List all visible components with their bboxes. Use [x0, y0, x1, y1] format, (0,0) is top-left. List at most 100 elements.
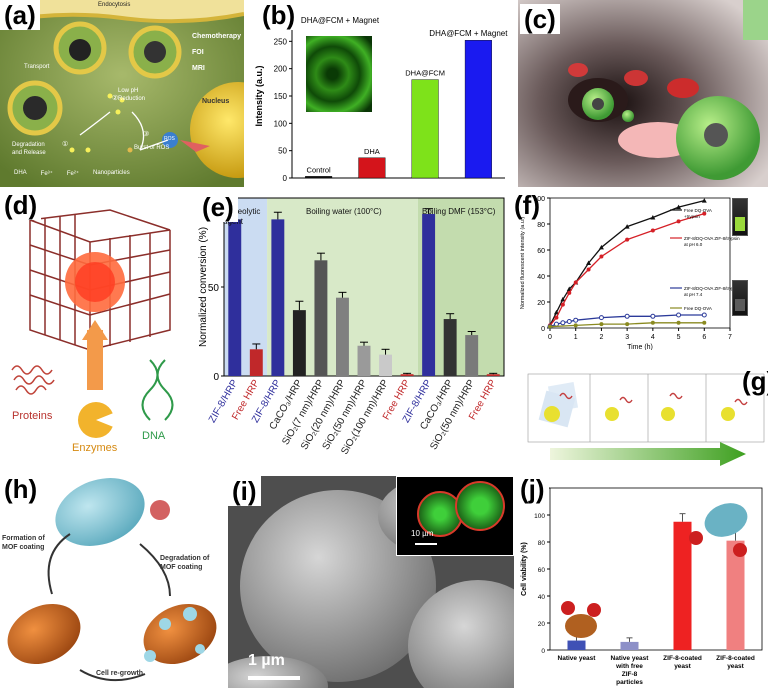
data-point — [624, 224, 630, 229]
x-tick-label: 7 — [728, 334, 732, 341]
chart-f: 0 1 2 3 4 5 6 7 0 20 40 60 80 100 Time (h) Normalized f… — [520, 196, 740, 350]
y-tick-label: 50 — [278, 147, 287, 156]
y-tick-label: 0 — [541, 648, 545, 655]
data-point — [560, 302, 565, 307]
y-tick-label: 40 — [538, 594, 546, 601]
data-point — [567, 290, 572, 295]
x-tick-label: ZIF-8 — [622, 671, 638, 678]
chemotherapy-label: Chemotherapy — [192, 33, 242, 40]
label-h: (h) — [0, 474, 42, 504]
x-tick-label: with free — [615, 663, 643, 670]
y-tick-label: 80 — [538, 540, 546, 547]
y-tick-label: 80 — [537, 222, 545, 229]
bar-label: Control — [307, 165, 332, 174]
panel-c-illustration — [518, 0, 768, 187]
formation-label: Formation of MOF coating — [2, 535, 45, 551]
fluorescence-inset: 10 µm — [396, 476, 514, 556]
label-a: (a) — [0, 0, 40, 30]
panel-b-inset — [306, 36, 372, 112]
y-tick-label: 0 — [213, 372, 219, 383]
data-point — [548, 324, 552, 329]
vial-1 — [732, 198, 748, 236]
reduction-label: Reduction — [118, 96, 146, 102]
y-tick-label: 60 — [538, 567, 546, 574]
label-j: (j) — [516, 474, 549, 504]
bar — [465, 335, 479, 376]
legend-fe2: Fe²⁺ — [66, 171, 80, 177]
degradation-label: Degradation — [12, 142, 45, 148]
inset-label: DHA@FCM + Magnet — [300, 16, 380, 25]
bar — [358, 157, 386, 179]
y-axis-label: Normalized conversion (%) — [198, 227, 209, 347]
y-tick-label: 150 — [274, 92, 288, 101]
data-point — [625, 322, 630, 327]
panel-i: 10 µm 1 µm (i) — [228, 476, 514, 688]
data-point — [701, 198, 707, 203]
step2-label: ② — [112, 95, 119, 102]
panel-g: (g) — [520, 366, 768, 474]
label-d: (d) — [0, 190, 42, 220]
label-i: (i) — [228, 476, 261, 506]
bar — [292, 310, 306, 376]
y-tick-label: 20 — [537, 300, 545, 307]
panel-h-illustration — [7, 478, 217, 682]
data-point — [702, 320, 707, 325]
chart-b: 050100150200250300Intensity (a.u.)Contro… — [254, 10, 508, 183]
bar — [400, 374, 414, 376]
bar-label: DHA — [364, 147, 380, 156]
data-point — [702, 211, 707, 216]
data-point — [586, 260, 592, 265]
x-tick-label: 4 — [651, 334, 655, 341]
legend-fe3: Fe³⁺ — [40, 171, 53, 177]
scale-inset-label: 10 µm — [411, 529, 434, 538]
x-tick-label: yeast — [727, 663, 744, 670]
legend-label: at pH 7.4 — [684, 292, 703, 297]
nucleus-label: Nucleus — [202, 98, 230, 105]
bar — [673, 521, 692, 650]
data-point — [650, 320, 655, 325]
scale-main-label: 1 µm — [248, 652, 285, 669]
label-b: (b) — [258, 0, 300, 30]
dna-label: DNA — [142, 430, 166, 442]
x-tick-label: 6 — [702, 334, 706, 341]
bar — [379, 354, 392, 376]
y-tick-label: 250 — [274, 37, 288, 46]
bar — [726, 540, 745, 650]
y-axis-label: Intensity (a.u.) — [254, 65, 264, 126]
legend-label: at pH 6.0 — [684, 242, 703, 247]
y-axis-label: Normalized fluorescent intensity (a.u.) — [520, 217, 526, 309]
data-point — [676, 219, 681, 224]
series-line — [549, 212, 705, 326]
data-point — [624, 313, 630, 319]
bar — [464, 40, 492, 179]
data-point — [598, 315, 604, 321]
bar — [357, 345, 371, 376]
data-point — [573, 280, 578, 285]
panel-g-illustration — [527, 373, 765, 466]
panel-a-legend: DHA Fe³⁺ Fe²⁺ Nanoparticles — [14, 170, 130, 177]
x-tick-label: 5 — [677, 334, 681, 341]
x-tick-label: particles — [616, 679, 643, 686]
data-point — [625, 237, 630, 242]
panel-f: 0 1 2 3 4 5 6 7 0 20 40 60 80 100 Time (h) Normalized f… — [510, 190, 768, 350]
y-tick-label: 50 — [208, 283, 220, 294]
panel-j: 020406080100120Cell viability (%)Native … — [514, 474, 768, 688]
label-f: (f) — [514, 190, 540, 220]
legend-label: +trypsin — [684, 214, 700, 219]
data-point — [566, 319, 572, 324]
panel-h: Formation of MOF coating Degradation of … — [0, 474, 228, 688]
mri-label: MRI — [192, 65, 205, 72]
legend-label: ZIF-8/DQ-OVA ZIF-8/trypsin — [684, 236, 740, 241]
data-point — [598, 244, 604, 250]
y-tick-label: 100 — [533, 196, 545, 203]
data-point — [650, 215, 656, 220]
label-c: (c) — [520, 4, 560, 34]
bar — [271, 219, 285, 376]
x-tick-label: 2 — [599, 334, 603, 341]
data-point — [554, 315, 559, 320]
step3-label: ③ — [143, 131, 150, 138]
regrowth-label: Cell re-growth — [96, 670, 144, 677]
x-tick-label: 0 — [548, 334, 552, 341]
bar — [336, 297, 349, 376]
chart-e: 050100Normalized conversion (%)ZIF-8/HRP… — [198, 194, 505, 457]
